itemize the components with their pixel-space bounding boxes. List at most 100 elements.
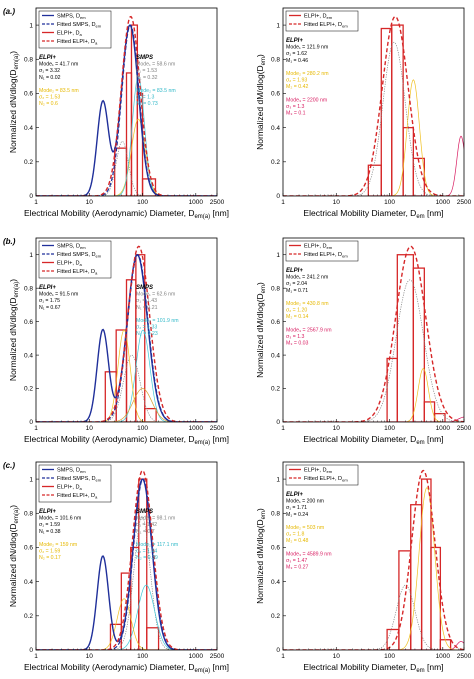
y-tick-label: 0.2 xyxy=(271,159,280,166)
legend-entry: Fitted ELPI+, Dem xyxy=(304,476,348,482)
annotation-left: ELPI+ xyxy=(39,509,56,515)
legend-entry-label: SMPS, D xyxy=(57,14,80,20)
legend-box xyxy=(38,240,112,279)
annotation-left: M₂ = 0.14 xyxy=(286,314,308,320)
x-axis-label-sub: em(a) xyxy=(194,668,210,674)
y-tick-label: 1 xyxy=(276,22,280,29)
annotation-right: Mode₂ = 117.1 nm xyxy=(136,542,178,548)
x-axis-label-tail: [nm] xyxy=(210,662,229,672)
y-tick-label: 0.8 xyxy=(271,510,280,517)
elpi-bar xyxy=(402,126,415,196)
y-tick-label: 0 xyxy=(276,419,280,426)
y-axis-label: Normalized dN/dlog(Dem(a)) xyxy=(8,279,20,381)
panel-tag: (a.) xyxy=(3,7,15,16)
x-axis-label-sub: em(a) xyxy=(194,214,210,220)
mode-fit-curve xyxy=(283,487,464,650)
y-axis-label-main: Normalized dM/dlog(D xyxy=(255,65,265,150)
y-tick-label: 0.4 xyxy=(271,579,280,586)
annotation-left: σ₁ = 3.32 xyxy=(39,68,60,74)
x-axis-label-tail: [nm] xyxy=(210,208,229,218)
legend-box xyxy=(285,10,359,32)
x-tick-label: 100 xyxy=(384,199,395,206)
y-tick-label: 0.4 xyxy=(24,125,33,132)
y-axis-label-main: Normalized dM/dlog(D xyxy=(255,293,265,378)
x-tick-label: 2500 xyxy=(457,425,472,432)
chart-panel: 0 0.2 0.4 0.6 0.8 1 1 10 100 1000 2500 Electrical M… xyxy=(255,7,472,220)
annotation-left: Mode₃ = 4589.9 nm xyxy=(286,551,332,557)
elpi-bar xyxy=(386,628,400,650)
y-tick-label: 0.8 xyxy=(24,510,33,517)
x-tick-label: 1 xyxy=(34,199,38,206)
x-axis-label-main: Electrical Mobility Diameter, D xyxy=(303,208,416,218)
x-tick-label: 1 xyxy=(281,653,285,660)
y-tick-label: 0.2 xyxy=(24,386,33,393)
annotation-right: σ₂ = 1.44 xyxy=(136,549,157,555)
y-tick-label: 0.6 xyxy=(24,319,33,326)
annotation-left: ELPI+ xyxy=(286,268,303,274)
y-axis-label-tail: ) xyxy=(8,279,18,282)
annotation-right: Mode₂ = 101.9 nm xyxy=(136,318,179,324)
y-axis-label-tail: ) xyxy=(8,51,18,54)
y-tick-label: 1 xyxy=(276,476,280,483)
annotation-left: Mode₁ = 41.7 nm xyxy=(39,62,78,68)
legend-entry-sub: em xyxy=(327,245,333,250)
legend-box xyxy=(285,240,359,262)
y-axis-label-tail: ) xyxy=(255,282,265,285)
y-tick-label: 0.8 xyxy=(271,56,280,63)
x-tick-label: 2500 xyxy=(457,199,472,206)
x-axis-label: Electrical Mobility Diameter, Dem [nm] xyxy=(303,434,443,446)
mode-fit-curve xyxy=(36,354,217,422)
annotation-left: Mode₁ = 91.5 nm xyxy=(39,292,78,298)
x-axis-label-sub: em xyxy=(416,440,424,446)
annotation-left: σ₂ = 1.8 xyxy=(286,532,304,538)
annotation-left: Mode₂ = 159 nm xyxy=(39,542,77,548)
elpi-bar xyxy=(138,478,148,650)
legend-entry-label: ELPI+, D xyxy=(57,31,80,37)
y-tick-label: 0.8 xyxy=(271,285,280,292)
legend-entry: SMPS, Dem xyxy=(57,244,86,250)
mode-fit-curve xyxy=(283,584,464,650)
x-tick-label: 1000 xyxy=(436,199,451,206)
legend-entry-sub: a xyxy=(80,262,83,267)
legend-entry-label: Fitted SMPS, D xyxy=(57,22,96,28)
annotation-left: Mode₁ = 121.9 nm xyxy=(286,45,328,51)
x-axis-label-sub: em xyxy=(416,214,424,220)
annotation-left: σ₃ = 1.3 xyxy=(286,334,305,340)
y-tick-label: 1 xyxy=(276,252,280,259)
y-axis-label-main: Normalized dN/dlog(D xyxy=(8,69,18,153)
annotation-right: Mode₁ = 62.6 nm xyxy=(136,292,175,298)
annotation-left: σ₃ = 1.3 xyxy=(286,104,305,110)
y-tick-label: 1 xyxy=(29,22,33,29)
x-tick-label: 1 xyxy=(281,199,285,206)
x-tick-label: 1 xyxy=(281,425,285,432)
annotation-left: Mode₁ = 101.6 nm xyxy=(39,516,81,522)
x-axis-label: Electrical Mobility (Aerodynamic) Diamet… xyxy=(24,434,229,446)
plot-area xyxy=(283,15,464,196)
elpi-bar xyxy=(146,627,160,650)
y-tick-label: 0.4 xyxy=(271,125,280,132)
chart-panel: 0 0.2 0.4 0.6 0.8 1 1 10 100 1000 2500 Electrical M… xyxy=(3,461,229,674)
annotation-right: SMPS xyxy=(136,285,153,291)
x-tick-label: 10 xyxy=(333,199,341,206)
legend-entry-sub: em xyxy=(96,253,102,258)
annotation-left: ELPI+ xyxy=(39,55,56,61)
x-axis-label: Electrical Mobility Diameter, Dem [nm] xyxy=(303,662,443,674)
annotation-left: Mode₂ = 430.8 nm xyxy=(286,301,329,307)
annotation-left: ELPI+ xyxy=(286,492,303,498)
legend-entry: ELPI+, Dem xyxy=(304,14,333,20)
x-axis-label-main: Electrical Mobility Diameter, D xyxy=(303,434,416,444)
y-tick-label: 0 xyxy=(276,193,280,200)
annotation-left: Mode₃ = 2200 nm xyxy=(286,97,327,103)
x-axis-label: Electrical Mobility Diameter, Dem [nm] xyxy=(303,208,443,220)
x-tick-label: 10 xyxy=(333,425,341,432)
x-tick-label: 2500 xyxy=(210,425,225,432)
y-axis-label: Normalized dM/dlog(Dem) xyxy=(255,282,267,378)
fitted-elpi-curve xyxy=(283,245,464,422)
annotation-left: Mode₂ = 83.5 nm xyxy=(39,88,79,94)
annotation-right: N₂ = 0.39 xyxy=(136,555,158,561)
y-axis-label-sub: em(a) xyxy=(14,508,20,524)
legend-entry-sub: em xyxy=(96,477,102,482)
annotation-left: N₁ = 0.67 xyxy=(39,305,61,311)
legend-entry: ELPI+, Dem xyxy=(304,468,333,474)
